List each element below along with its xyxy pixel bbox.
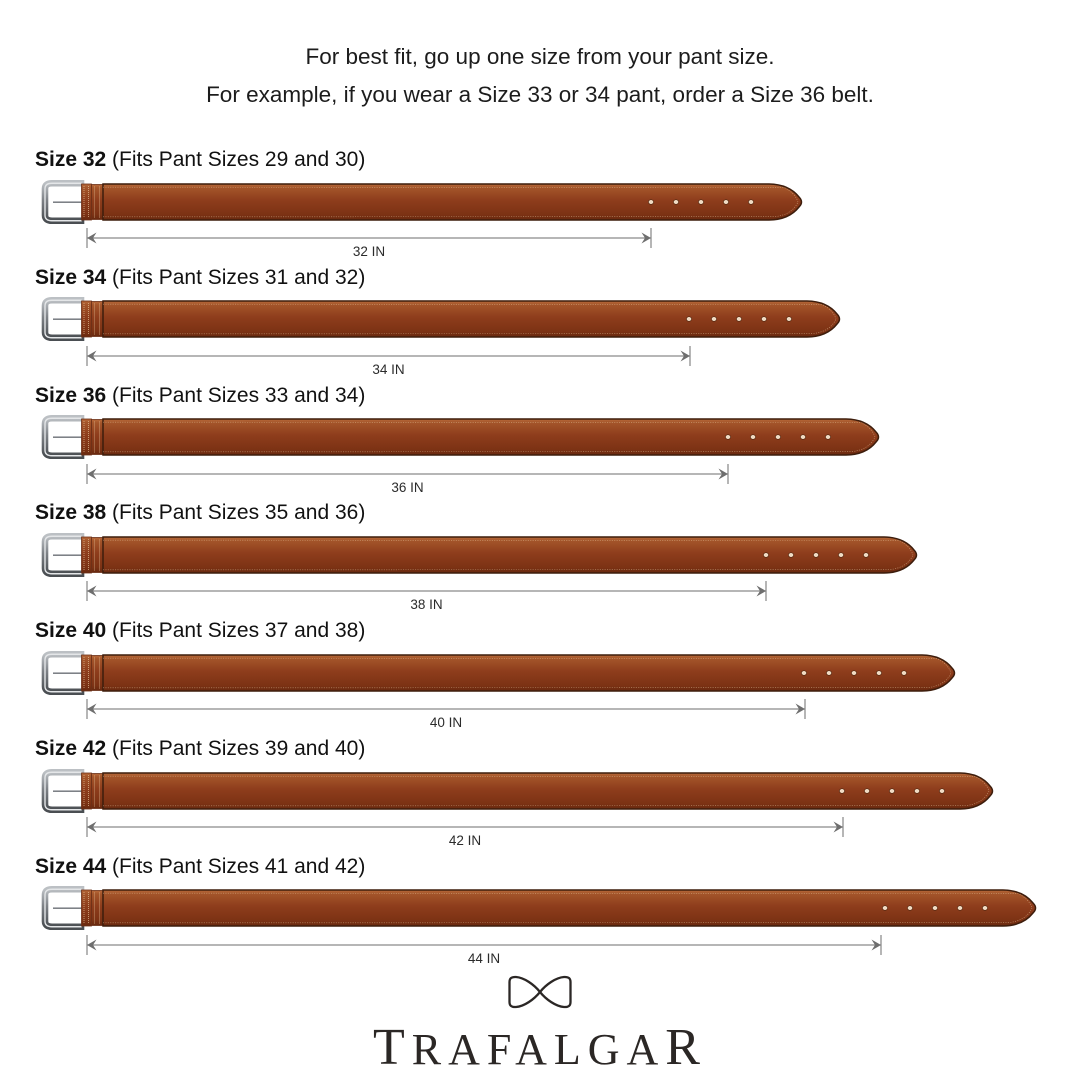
svg-text:42 IN: 42 IN — [449, 833, 481, 848]
svg-text:32 IN: 32 IN — [353, 244, 385, 259]
svg-text:38 IN: 38 IN — [410, 597, 442, 612]
svg-text:44 IN: 44 IN — [468, 951, 500, 966]
svg-text:34 IN: 34 IN — [372, 362, 404, 377]
svg-text:36 IN: 36 IN — [391, 480, 423, 495]
svg-text:40 IN: 40 IN — [430, 715, 462, 730]
